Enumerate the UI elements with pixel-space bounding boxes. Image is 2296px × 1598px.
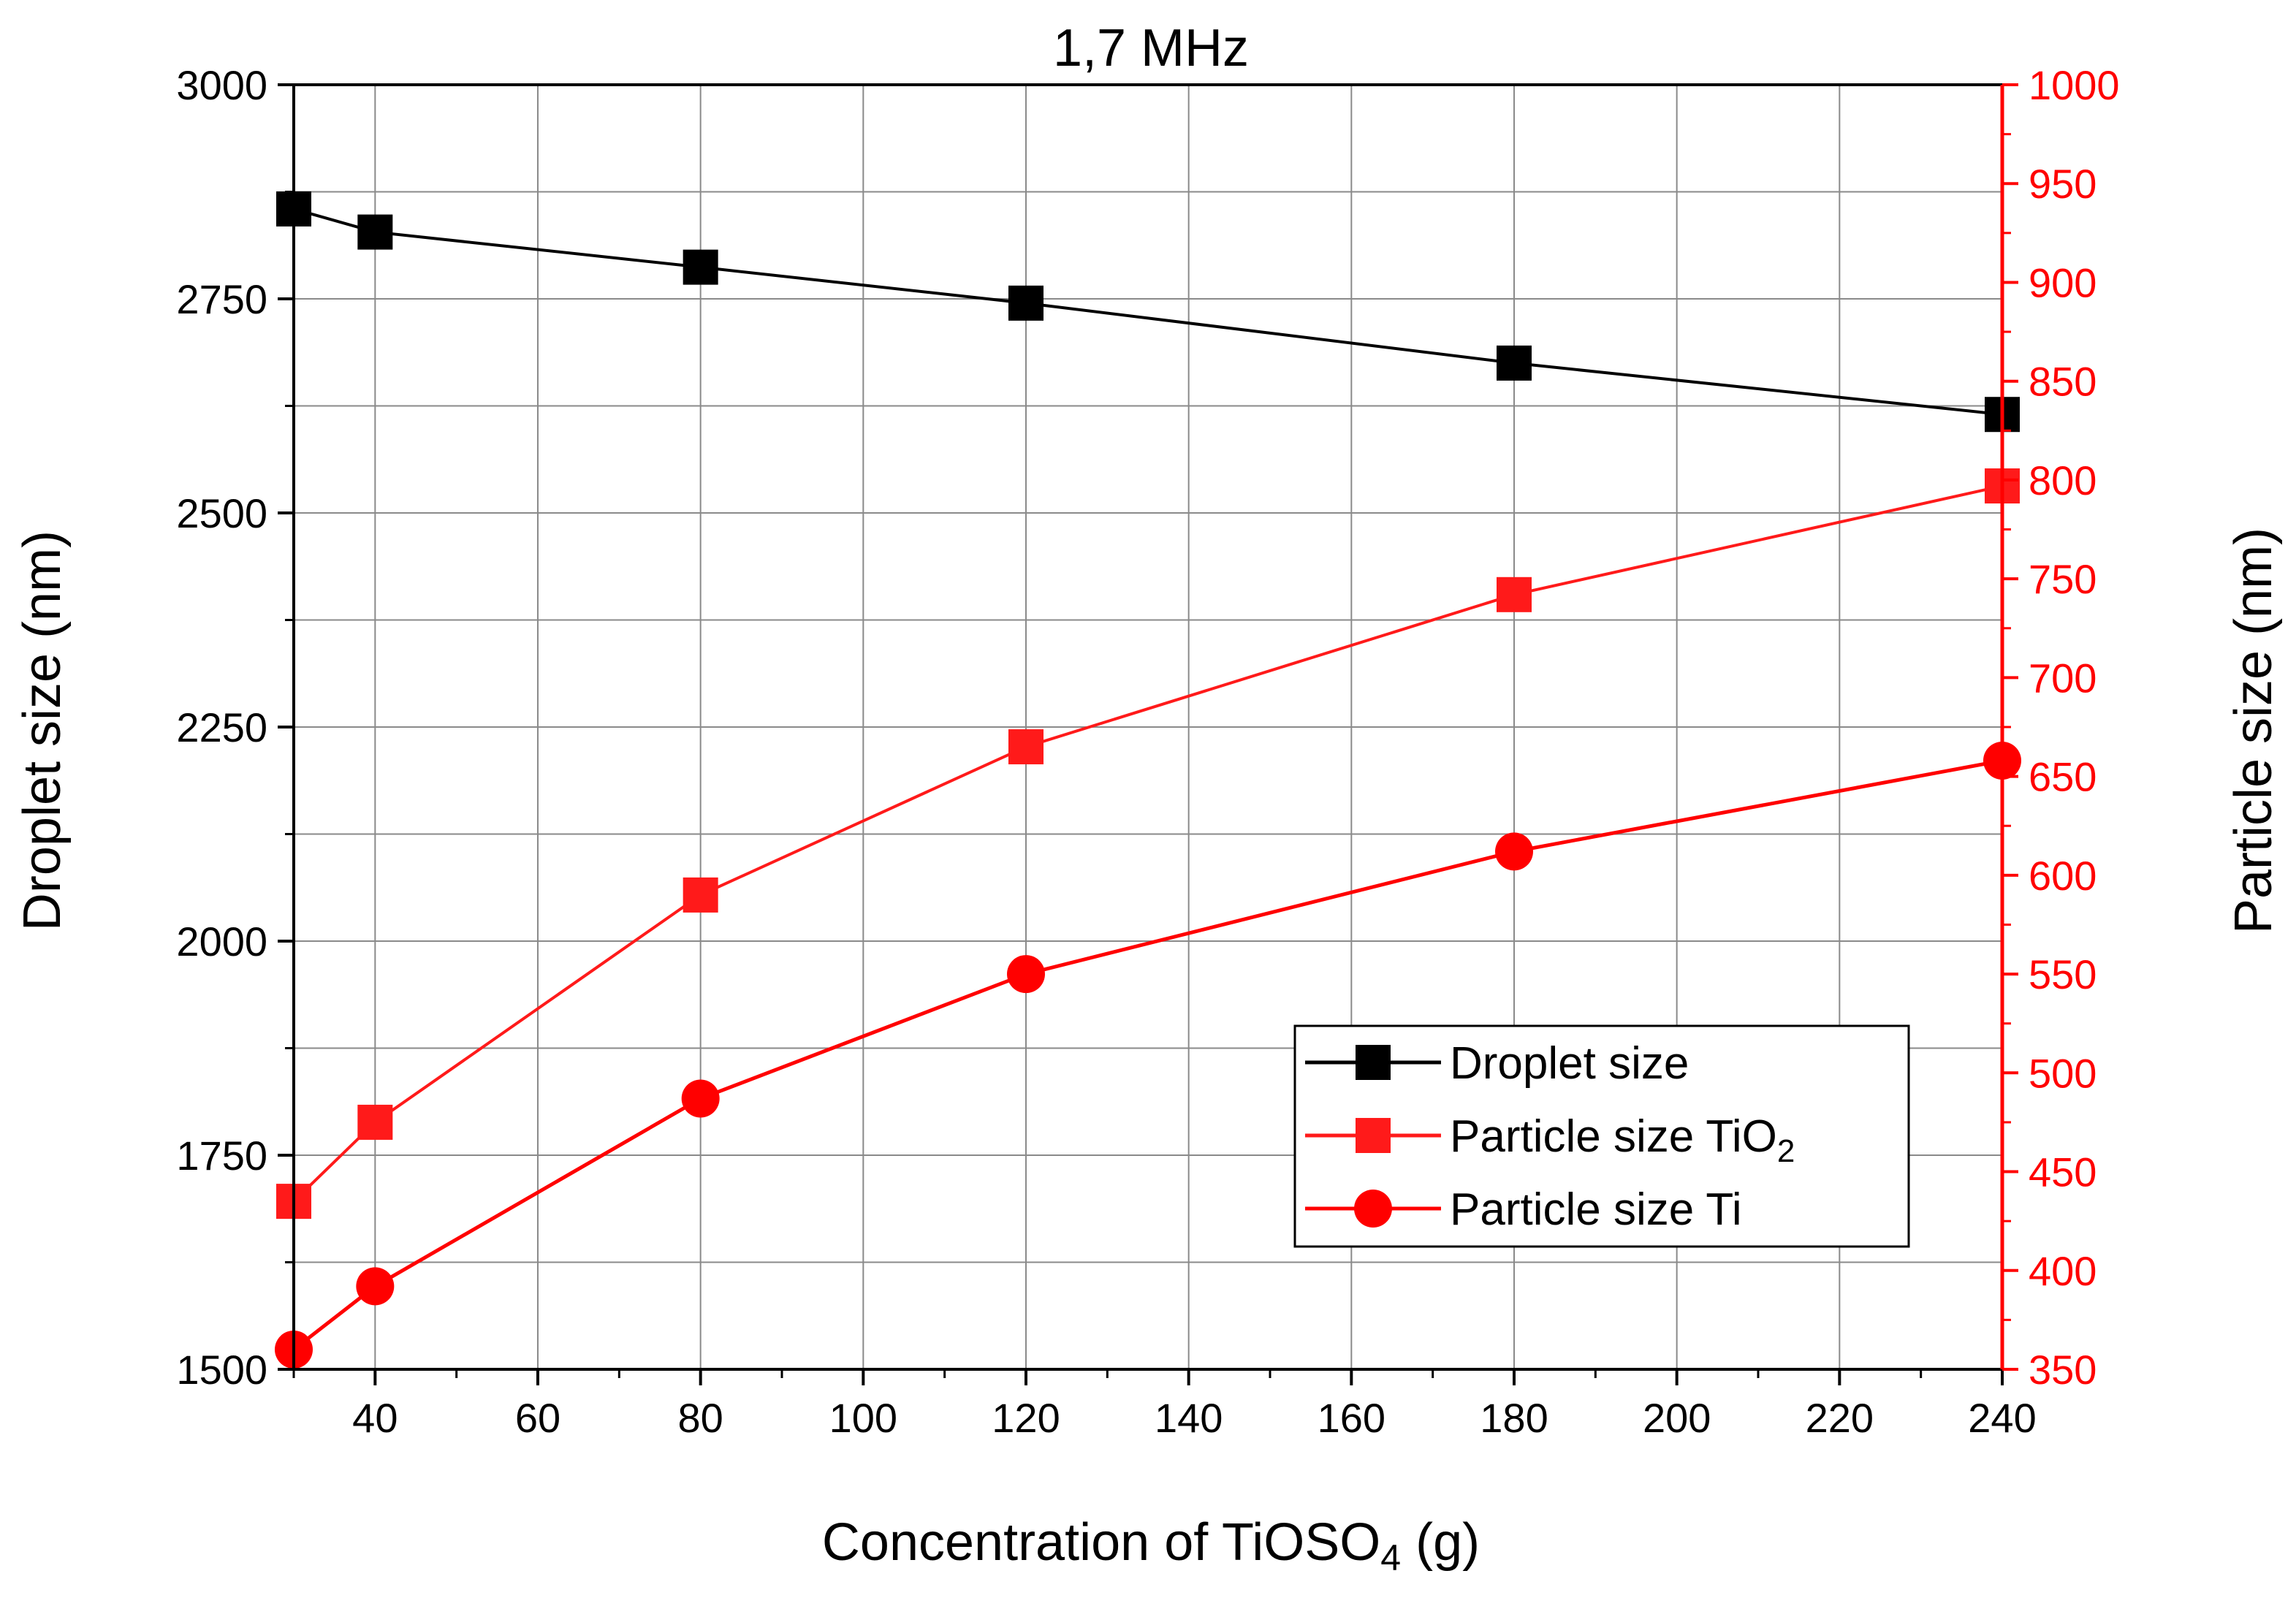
x-tick-label: 120: [992, 1395, 1060, 1441]
legend-item: Particle size Ti: [1305, 1184, 1742, 1235]
data-point: [356, 1267, 395, 1306]
legend-label-main: Droplet size: [1450, 1038, 1689, 1089]
x-tick-label: 140: [1155, 1395, 1223, 1441]
x-tick-label: 240: [1968, 1395, 2036, 1441]
y-tick-label: 2750: [176, 276, 267, 322]
y2-tick-label: 600: [2029, 853, 2097, 899]
y2-tick-label: 550: [2029, 951, 2097, 997]
y2-tick-label: 750: [2029, 556, 2097, 602]
y2-tick-label: 800: [2029, 457, 2097, 503]
x-tick-label: 160: [1318, 1395, 1385, 1441]
x-tick-label: 180: [1480, 1395, 1548, 1441]
x-tick-label: 220: [1806, 1395, 1874, 1441]
y2-tick-label: 350: [2029, 1347, 2097, 1393]
y2-tick-label: 1000: [2029, 62, 2120, 108]
x-axis-title: Concentration of TiOSO4 (g): [822, 1513, 1480, 1578]
data-point: [683, 877, 718, 913]
y-tick-label: 2250: [176, 704, 267, 750]
legend-marker: [1356, 1118, 1391, 1153]
y2-tick-label: 500: [2029, 1050, 2097, 1096]
data-point: [1497, 345, 1532, 381]
chart-title: 1,7 MHz: [1053, 19, 1249, 77]
legend-label: Droplet size: [1450, 1038, 1689, 1089]
x-axis-title-unit: (g): [1401, 1513, 1480, 1572]
data-point: [357, 1104, 393, 1140]
data-point: [1008, 285, 1044, 321]
x-tick-label: 100: [829, 1395, 897, 1441]
x-tick-label: 200: [1643, 1395, 1711, 1441]
y2-tick-label: 700: [2029, 655, 2097, 701]
y-axis-title: Droplet size (nm): [13, 530, 72, 931]
legend-label-subscript: 2: [1777, 1133, 1795, 1169]
x-tick-label: 40: [352, 1395, 398, 1441]
y2-tick-label: 850: [2029, 359, 2097, 405]
legend-label: Particle size TiO2: [1450, 1111, 1795, 1169]
y2-tick-label: 900: [2029, 259, 2097, 305]
x-axis-title-main: Concentration of TiOSO: [822, 1513, 1380, 1572]
y2-tick-label: 450: [2029, 1149, 2097, 1195]
data-point: [1007, 955, 1045, 994]
y2-tick-label: 650: [2029, 754, 2097, 800]
y-tick-label: 1500: [176, 1347, 267, 1393]
y2-tick-label: 950: [2029, 161, 2097, 207]
legend-label: Particle size Ti: [1450, 1184, 1742, 1235]
axes: 40 60 80 100 120 140 160 180 200 220 240 1500 1750 20…: [176, 62, 2119, 1441]
legend-label-main: Particle size TiO: [1450, 1111, 1777, 1162]
legend-marker: [1356, 1045, 1391, 1080]
legend-marker: [1354, 1190, 1392, 1228]
data-point: [681, 1079, 720, 1118]
y-tick-label: 2000: [176, 918, 267, 964]
legend-item: Droplet size: [1305, 1038, 1689, 1089]
y2-axis-title: Particle size (nm): [2224, 528, 2283, 934]
legend-item: Particle size TiO2: [1305, 1111, 1795, 1169]
y-tick-label: 2500: [176, 490, 267, 536]
y-tick-label: 3000: [176, 62, 267, 108]
x-tick-label: 80: [678, 1395, 723, 1441]
series-line: [293, 208, 2003, 416]
x-tick-label: 60: [515, 1395, 560, 1441]
data-point: [357, 214, 393, 250]
series-1: [276, 191, 2020, 433]
data-point: [1497, 577, 1532, 612]
legend-label-main: Particle size Ti: [1450, 1184, 1742, 1235]
data-point: [683, 249, 718, 285]
series-3: [275, 741, 2021, 1369]
x-axis-title-subscript: 4: [1380, 1537, 1401, 1578]
data-point: [1495, 832, 1533, 871]
data-point: [1008, 729, 1044, 765]
y2-tick-label: 400: [2029, 1248, 2097, 1294]
y-tick-label: 1750: [176, 1133, 267, 1179]
